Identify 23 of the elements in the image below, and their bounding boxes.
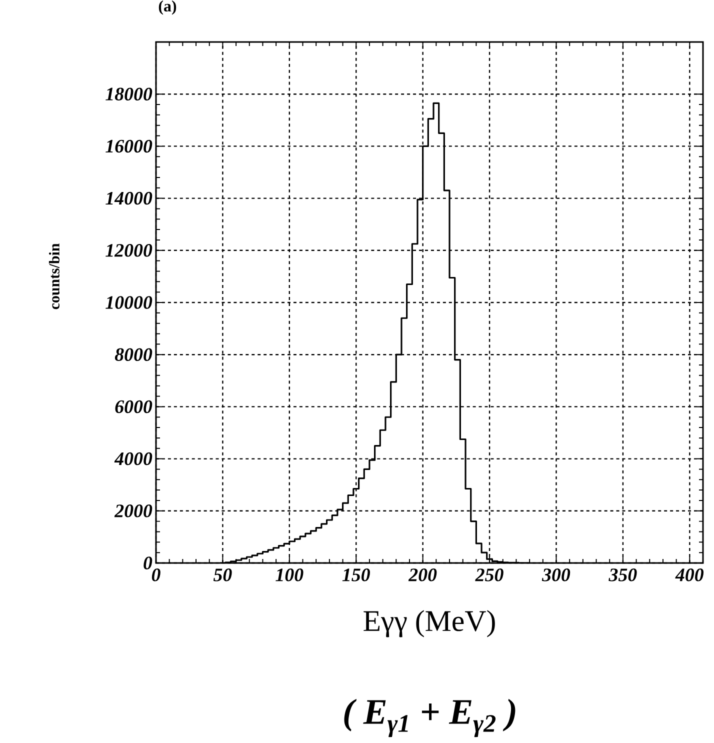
x-tick-label: 200	[408, 568, 437, 582]
y-tick-label: 16000	[106, 140, 152, 153]
y-tick-label: 12000	[106, 244, 152, 257]
text: ( E$_{γ1}$ + E$_{γ2}$ )	[344, 698, 516, 738]
x-axis-title: Eγγ (MeV)	[364, 610, 495, 638]
x-tick-label: 250	[475, 568, 504, 582]
x-tick-label: 300	[542, 568, 570, 582]
text: (a)	[158, 0, 176, 15]
y-tick-label: 14000	[106, 192, 152, 205]
y-tick-label: 0	[144, 556, 152, 570]
x-tick-label: 400	[675, 568, 704, 582]
y-tick-label: 10000	[106, 296, 152, 309]
y-axis-title: counts/bin	[48, 243, 60, 310]
x-tick-label: 100	[276, 568, 304, 582]
y-tick-label: 6000	[115, 400, 152, 414]
x-tick-label: 50	[213, 568, 232, 582]
x-tick-label: 150	[342, 568, 370, 582]
x-tick-label: 350	[608, 568, 637, 582]
y-tick-label: 2000	[114, 504, 152, 518]
x-tick-label: 0	[152, 568, 160, 582]
y-tick-label: 4000	[114, 452, 152, 466]
y-tick-label: 8000	[114, 348, 152, 361]
y-tick-label: 18000	[106, 88, 152, 100]
